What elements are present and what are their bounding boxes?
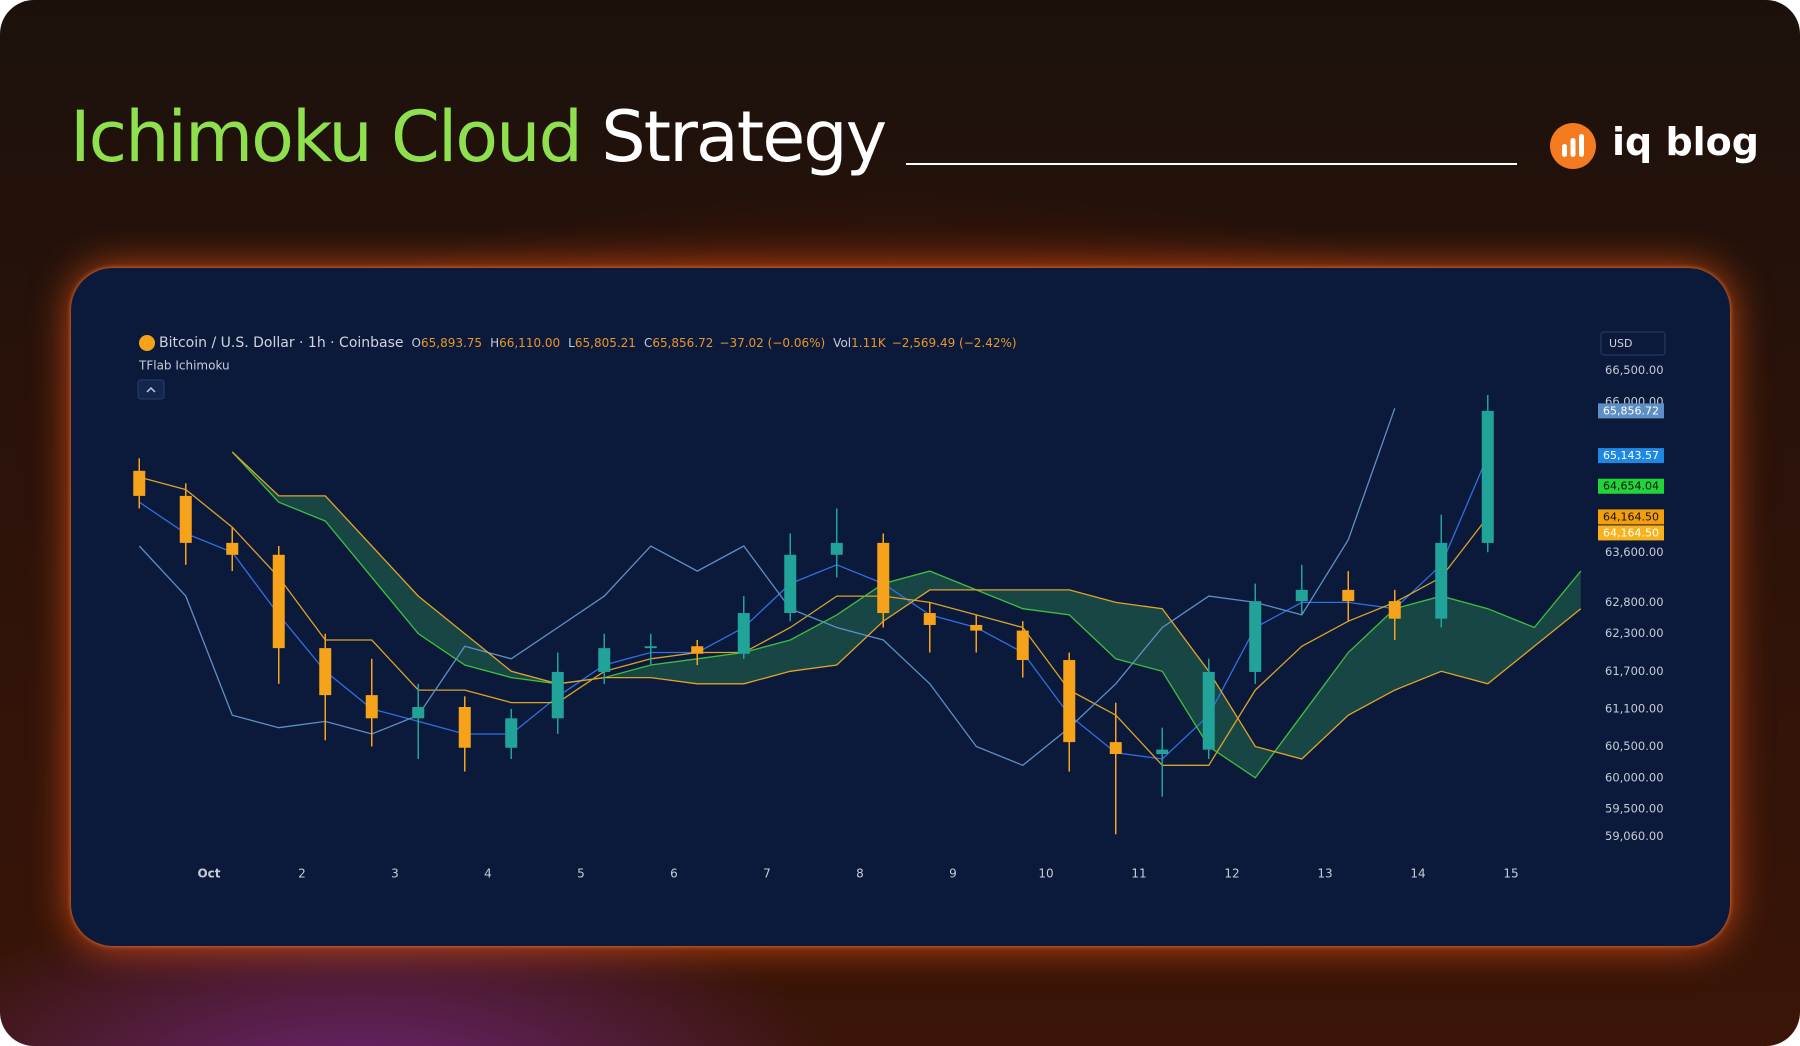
x-tick-label: 10: [1038, 867, 1053, 881]
cloud: [232, 452, 1581, 778]
indicator-line: [231, 451, 1582, 760]
indicator-line: [138, 455, 1489, 760]
title: Ichimoku Cloud Strategy: [70, 96, 887, 178]
price-tag-label: 65,856.72: [1603, 404, 1659, 417]
candle-body: [1388, 601, 1401, 619]
y-tick-label: 62,800.00: [1605, 595, 1664, 609]
candle-body: [226, 542, 239, 555]
candle-body: [737, 613, 750, 654]
candle-body: [365, 695, 378, 719]
x-tick-label: 12: [1224, 867, 1239, 881]
price-tag-label: 65,143.57: [1603, 449, 1659, 462]
collapse-button[interactable]: [137, 379, 165, 400]
price-tag: [1598, 525, 1664, 541]
candle-body: [644, 646, 657, 649]
field-value: −2,569.49 (−2.42%): [892, 336, 1017, 350]
price-tag-label: 64,654.04: [1603, 480, 1659, 493]
field-value: 65,856.72: [652, 336, 713, 350]
candle-body: [505, 718, 518, 748]
x-tick-label: 3: [391, 867, 399, 881]
field-label: H: [490, 336, 499, 350]
x-tick-label: 8: [856, 867, 864, 881]
currency-box[interactable]: [1600, 331, 1666, 356]
y-tick-label: 60,500.00: [1605, 739, 1664, 753]
price-tag-label: 64,164.50: [1603, 526, 1659, 539]
x-tick-label: 14: [1410, 867, 1425, 881]
candle-body: [1435, 542, 1448, 619]
divider: [906, 163, 1517, 165]
x-tick-label: 4: [484, 867, 492, 881]
x-tick-label: 13: [1317, 867, 1332, 881]
brand: iq blog: [1612, 120, 1759, 164]
field-value: −37.02 (−0.06%): [719, 336, 825, 350]
y-tick-label: 60,000.00: [1605, 770, 1664, 784]
candle-body: [1063, 660, 1076, 743]
x-tick-label: 7: [763, 867, 771, 881]
brand-logo: [1550, 123, 1596, 169]
indicator-line: [139, 476, 1489, 766]
candle-body: [1016, 630, 1029, 661]
field-label: C: [644, 336, 652, 350]
x-tick-label: Oct: [197, 867, 220, 881]
candle-body: [1342, 589, 1355, 602]
candle-body: [970, 624, 983, 631]
y-tick-label: 59,060.00: [1605, 829, 1664, 843]
indicator-line: [138, 407, 1396, 767]
candle-body: [1109, 742, 1122, 755]
candle-body: [179, 495, 192, 543]
currency: USD: [1609, 337, 1633, 350]
candle-body: [133, 470, 146, 496]
candle-body: [1249, 601, 1262, 672]
y-tick-label: 62,300.00: [1605, 626, 1664, 640]
candle-body: [458, 707, 471, 748]
candle-body: [784, 554, 797, 614]
y-tick-label: 63,600.00: [1605, 545, 1664, 559]
price-tag-label: 64,164.50: [1603, 510, 1659, 523]
coin-icon: [139, 335, 155, 351]
candle-body: [272, 554, 285, 649]
candle-body: [412, 707, 425, 719]
collapse-icon: [146, 386, 156, 393]
candle-body: [830, 542, 843, 555]
field-value: 66,110.00: [499, 336, 560, 350]
price-tag: [1598, 403, 1664, 419]
title-green: Ichimoku Cloud: [70, 96, 583, 178]
candle-body: [1156, 749, 1169, 755]
candle-body: [1202, 671, 1215, 750]
field-label: O: [412, 336, 421, 350]
x-tick-label: 15: [1503, 867, 1518, 881]
x-tick-label: 2: [298, 867, 306, 881]
field-value: 65,893.75: [421, 336, 482, 350]
candle-body: [319, 648, 332, 696]
field-label: L: [568, 336, 575, 350]
y-tick-label: 61,700.00: [1605, 664, 1664, 678]
field-value: 65,805.21: [575, 336, 636, 350]
candle-body: [1295, 589, 1308, 602]
x-tick-label: 5: [577, 867, 585, 881]
field-label: Vol: [833, 336, 851, 350]
y-tick-label: 66,500.00: [1605, 363, 1664, 377]
y-tick-label: 59,500.00: [1605, 802, 1664, 816]
candle-body: [551, 671, 564, 719]
candle-body: [691, 646, 704, 654]
candle-body: [877, 542, 890, 614]
candle-body: [923, 613, 936, 625]
candle-body: [598, 648, 611, 672]
y-tick-label: 61,100.00: [1605, 701, 1664, 715]
x-tick-label: 11: [1131, 867, 1146, 881]
indicator: TFlab Ichimoku: [138, 359, 230, 373]
price-tag: [1598, 509, 1664, 525]
indicator-line: [231, 451, 1582, 779]
price-tag: [1598, 448, 1664, 464]
x-tick-label: 9: [949, 867, 957, 881]
legend: Bitcoin / U.S. Dollar · 1h · Coinbase O65…: [159, 335, 1017, 351]
x-tick-label: 6: [670, 867, 678, 881]
title-white: Strategy: [601, 96, 887, 178]
field-value: 1.11K: [851, 336, 887, 350]
symbol: Bitcoin / U.S. Dollar · 1h · Coinbase: [159, 335, 404, 351]
price-tag: [1598, 478, 1664, 494]
candle-body: [1481, 410, 1494, 543]
